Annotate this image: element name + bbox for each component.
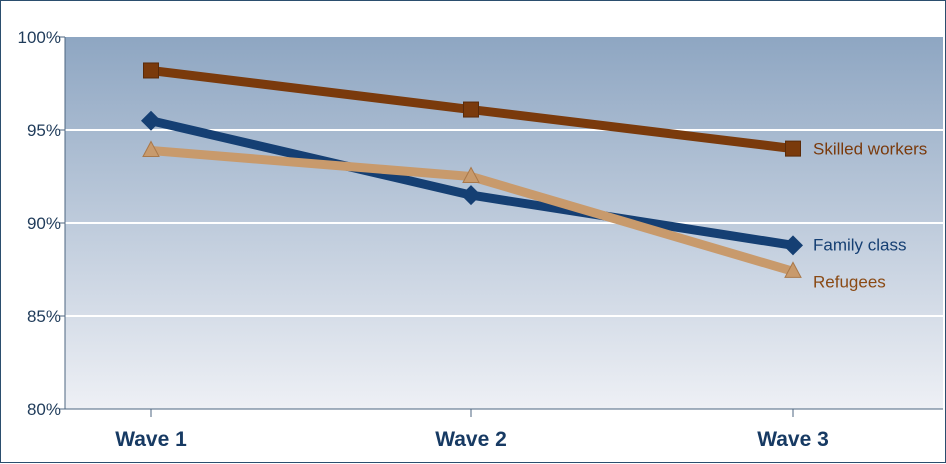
y-tick-label: 85%: [27, 307, 61, 326]
y-tick-label: 95%: [27, 121, 61, 140]
marker-refugees: [142, 140, 160, 157]
series-label-family-class: Family class: [813, 235, 907, 254]
marker-family-class: [783, 235, 803, 256]
series-label-skilled-workers: Skilled workers: [813, 140, 927, 159]
series-markers: [141, 62, 803, 278]
marker-refugees: [784, 261, 802, 278]
x-tick-label: Wave 3: [757, 428, 829, 451]
marker-skilled-workers: [463, 101, 479, 118]
series-labels: Skilled workers Family class Refugees: [813, 140, 927, 292]
marker-family-class: [461, 185, 481, 206]
y-tick-labels: 100% 95% 90% 85% 80%: [18, 28, 61, 419]
axes: [60, 36, 943, 417]
y-tick-label: 90%: [27, 214, 61, 233]
series-label-refugees: Refugees: [813, 272, 886, 291]
x-tick-label: Wave 2: [435, 428, 507, 451]
marker-refugees: [462, 166, 480, 183]
y-tick-label: 100%: [18, 28, 61, 47]
y-tick-label: 80%: [27, 400, 61, 419]
x-tick-label: Wave 1: [115, 428, 187, 451]
x-tick-labels: Wave 1 Wave 2 Wave 3: [115, 428, 829, 451]
gridlines: [65, 129, 943, 317]
marker-skilled-workers: [143, 62, 159, 79]
marker-family-class: [141, 110, 161, 131]
marker-skilled-workers: [785, 140, 801, 157]
